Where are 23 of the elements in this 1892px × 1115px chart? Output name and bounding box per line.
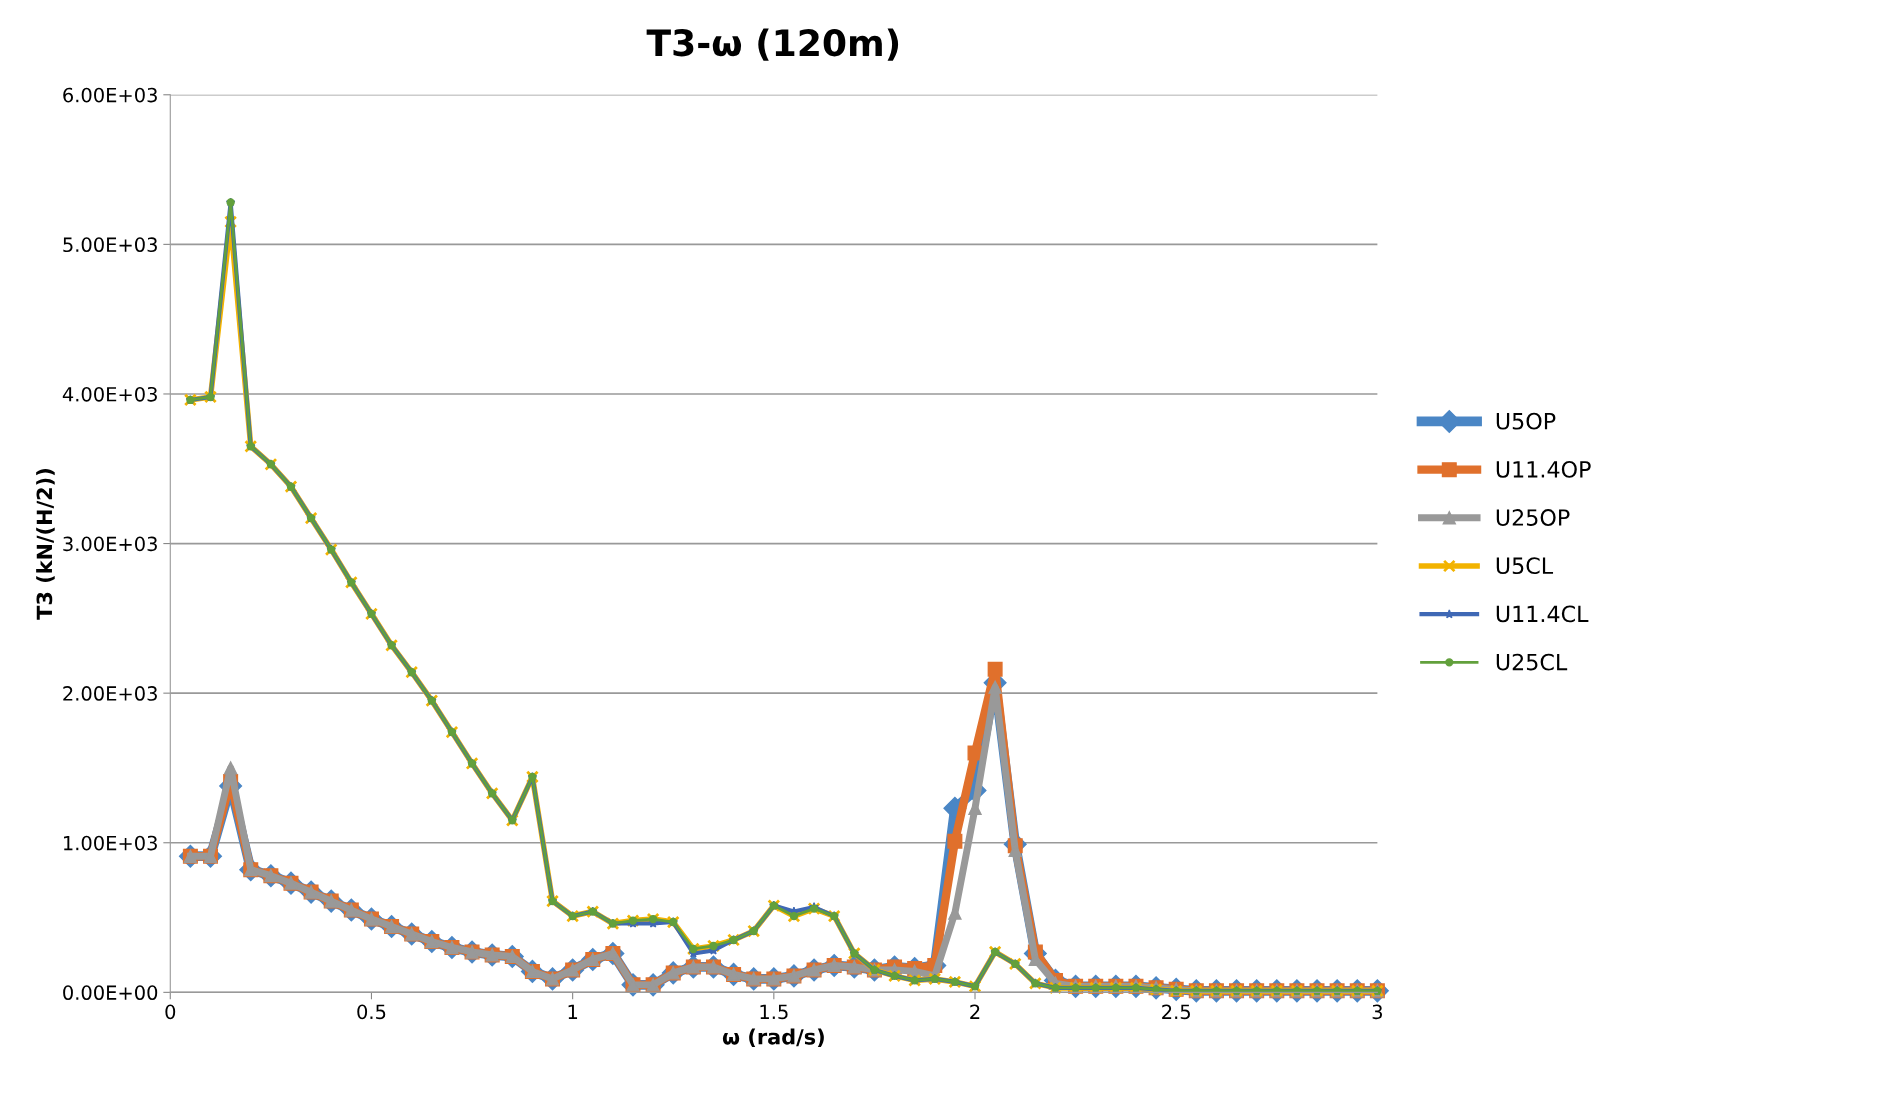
chart-title: T3-ω (120m) <box>646 28 899 61</box>
legend-label: U11.4OP <box>1496 460 1591 478</box>
x-tick-label: 0.5 <box>357 1004 386 1020</box>
x-tick-label: 2.5 <box>1162 1004 1190 1020</box>
x-tick-label: 2 <box>970 1004 980 1019</box>
y-tick-label: 0.00E+00 <box>63 985 158 1001</box>
y-tick-label: 3.00E+03 <box>63 536 157 552</box>
legend-label: U25CL <box>1496 653 1568 671</box>
y-tick-label: 6.00E+03 <box>63 87 157 103</box>
y-tick-label: 5.00E+03 <box>63 237 157 253</box>
x-axis-title: ω (rad/s) <box>722 1028 824 1048</box>
x-tick-label: 3 <box>1372 1004 1382 1020</box>
y-tick-label: 2.00E+03 <box>63 686 157 701</box>
legend-label: U11.4CL <box>1496 605 1589 623</box>
y-tick-label: 4.00E+03 <box>62 386 157 402</box>
legend-label: U5OP <box>1496 412 1556 430</box>
x-tick-label: 1.5 <box>760 1004 788 1020</box>
legend-label: U25OP <box>1496 509 1570 526</box>
x-tick-label: 0 <box>165 1004 176 1020</box>
y-tick-label: 1.00E+03 <box>63 835 157 851</box>
x-tick-label: 1 <box>568 1004 578 1019</box>
legend-label: U5CL <box>1496 557 1554 575</box>
y-axis-title: T3 (kN/(H/2)) <box>36 469 55 620</box>
